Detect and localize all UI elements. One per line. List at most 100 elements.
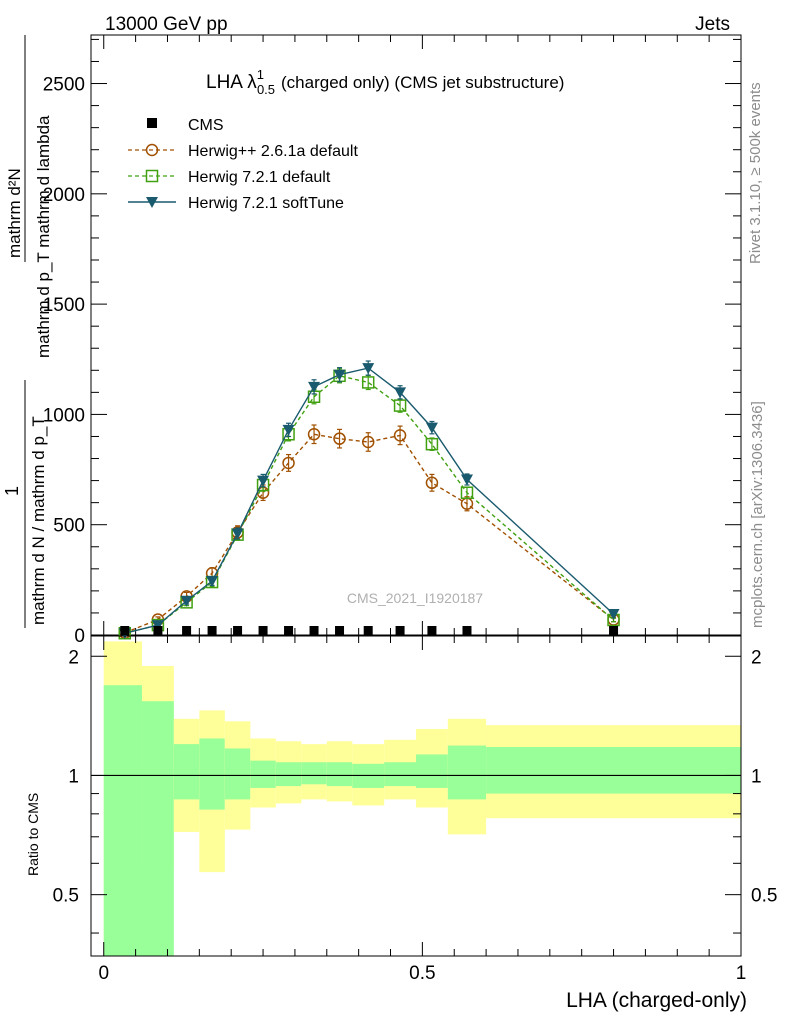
point-herwig-7-2-1-softtune <box>333 369 346 381</box>
mcplots-citation-label: mcplots.cern.ch [arXiv:1306.3436] <box>749 401 766 628</box>
legend-herwig721-marker <box>145 169 159 183</box>
point-herwig-7-2-1-softtune <box>394 387 407 399</box>
series-layer <box>118 360 620 640</box>
point-herwig-7-2-1-softtune <box>308 381 321 393</box>
legend-herwig261-marker <box>145 143 159 157</box>
main-plot-frame <box>90 34 742 636</box>
point-cms <box>153 626 163 635</box>
series-line-herwig-7-2-1-default <box>124 375 614 634</box>
point-herwig-7-2-1-softtune <box>151 620 164 632</box>
chart-title-sup: 1 <box>257 67 264 82</box>
main-ytick-label: 500 <box>53 516 85 537</box>
point-cms <box>335 626 345 635</box>
main-ytick-labels: 0 500 1000 1500 2000 2500 <box>43 75 85 647</box>
point-herwig-7-2-1-softtune <box>231 528 244 540</box>
ylabel-denominator: mathrm d N / mathrm d p_T <box>29 416 48 625</box>
ratio-inner-band <box>326 762 353 787</box>
point-cms <box>462 626 472 635</box>
legend-cms-label: CMS <box>188 117 224 134</box>
point-herwig-7-2-1-softtune <box>362 363 375 375</box>
legend-cms-marker <box>147 118 157 128</box>
rivet-version-label: Rivet 3.1.10, ≥ 500k events <box>747 82 764 264</box>
point-herwig-2-6-1a-default <box>425 476 439 490</box>
ratio-inner-band <box>173 744 200 800</box>
point-cms <box>233 626 243 635</box>
ratio-ytick-label-right: 2 <box>751 647 762 668</box>
ratio-inner-band <box>199 738 225 810</box>
main-ytick-label: 2000 <box>43 185 85 206</box>
ratio-axis-ticks <box>91 636 742 956</box>
ratio-inner-band <box>416 754 448 788</box>
point-herwig-7-2-1-softtune <box>206 575 219 587</box>
ylabel-numerator: mathrm d²N <box>5 168 24 258</box>
ratio-inner-band <box>275 762 302 787</box>
main-ytick-label: 1500 <box>43 295 85 316</box>
point-cms <box>309 626 319 635</box>
x-tick-label: 1 <box>736 963 747 984</box>
point-herwig-2-6-1a-default <box>333 432 346 445</box>
x-axis-label: LHA (charged-only) <box>566 989 747 1012</box>
ylabel-numerator-denominator: mathrm d p_T mathrm d lambda <box>34 115 53 358</box>
ratio-ytick-label-right: 1 <box>751 766 762 787</box>
ratio-inner-band <box>301 762 327 785</box>
legend-herwig721-label: Herwig 7.2.1 default <box>188 169 331 186</box>
point-cms <box>120 626 130 635</box>
ratio-inner-band <box>250 760 276 788</box>
ratio-ytick-label-left: 0.5 <box>53 886 79 907</box>
header-jets-label: Jets <box>695 14 730 35</box>
point-herwig-7-2-1-softtune <box>180 595 193 607</box>
point-herwig-7-2-1-default <box>393 399 407 412</box>
ratio-panel: 0.5 0.51 12 2 0 0.5 1 Ratio to CMS LHA (charg… <box>25 635 778 1012</box>
point-cms <box>363 626 373 635</box>
analysis-watermark: CMS_2021_I1920187 <box>347 590 483 606</box>
point-herwig-7-2-1-softtune <box>607 609 620 621</box>
header-energy-label: 13000 GeV pp <box>105 14 228 35</box>
ratio-inner-band <box>141 701 174 956</box>
chart-title-main: LHA λ <box>206 72 257 93</box>
point-cms <box>182 626 192 635</box>
ratio-plot-frame <box>90 635 742 957</box>
ratio-ytick-labels: 0.5 0.5 1 1 2 2 <box>53 647 778 906</box>
chart-title-rest: (charged only) (CMS jet substructure) <box>281 73 564 92</box>
point-herwig-2-6-1a-default <box>307 428 321 441</box>
main-y-axis-label: mathrm d²N mathrm d p_T mathrm d lambda … <box>2 35 53 628</box>
point-herwig-2-6-1a-default <box>361 435 375 449</box>
x-axis-tick-labels: 0 0.5 1 <box>98 963 746 984</box>
point-herwig-7-2-1-softtune <box>460 474 473 486</box>
ratio-ytick-label-left: 1 <box>68 766 79 787</box>
legend: CMS Herwig++ 2.6.1a default Herwig 7.2.1… <box>128 117 358 212</box>
point-herwig-7-2-1-default <box>425 437 439 451</box>
ratio-bands <box>103 641 741 956</box>
legend-softtune-marker <box>146 197 158 208</box>
point-herwig-2-6-1a-default <box>460 497 474 510</box>
legend-softtune-label: Herwig 7.2.1 softTune <box>188 195 344 212</box>
point-herwig-2-6-1a-default <box>393 429 407 442</box>
chart-title: LHA λ1 0.5 (charged only) (CMS jet substru… <box>206 67 564 97</box>
point-herwig-7-2-1-softtune <box>257 475 270 487</box>
point-cms <box>609 626 619 635</box>
ratio-inner-band <box>224 748 251 800</box>
point-cms <box>207 626 217 635</box>
main-ytick-label: 2500 <box>43 75 85 96</box>
point-herwig-7-2-1-softtune <box>425 422 438 434</box>
ratio-inner-band <box>103 685 142 956</box>
ratio-inner-band <box>447 745 487 800</box>
ratio-inner-band <box>384 762 416 787</box>
chart-title-sub: 0.5 <box>257 82 275 97</box>
point-herwig-7-2-1-default <box>460 486 474 499</box>
point-cms <box>258 626 268 635</box>
ratio-ytick-label-left: 2 <box>68 647 79 668</box>
x-tick-label: 0.5 <box>409 963 435 984</box>
point-herwig-2-6-1a-default <box>282 456 295 470</box>
main-ytick-label: 1000 <box>43 405 85 426</box>
ratio-inner-band <box>486 746 741 794</box>
main-ytick-label: 0 <box>74 626 85 647</box>
point-herwig-7-2-1-default <box>361 376 375 389</box>
point-cms <box>427 626 437 635</box>
main-panel: 0 500 1000 1500 2000 2500 LHA λ1 0.5 (charged o… <box>2 34 742 647</box>
ratio-ytick-label-right: 0.5 <box>751 886 777 907</box>
x-tick-label: 0 <box>98 963 109 984</box>
point-cms <box>284 626 294 635</box>
ratio-y-axis-label: Ratio to CMS <box>25 793 41 876</box>
